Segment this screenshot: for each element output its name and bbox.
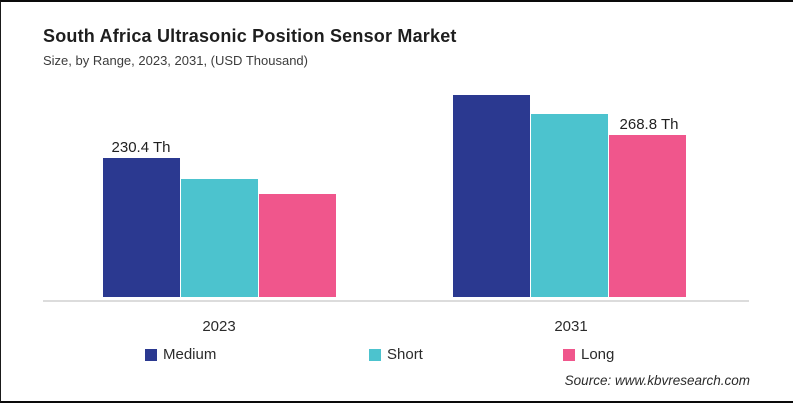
chart-subtitle: Size, by Range, 2023, 2031, (USD Thousan… [43,53,308,68]
data-label-2031-long: 268.8 Th [619,116,679,133]
legend-item-long: Long [563,346,614,363]
source-credit: Source: www.kbvresearch.com [564,373,750,388]
bar-group-2031 [453,95,686,297]
legend-swatch-medium-icon [145,348,157,361]
data-label-2023-medium: 230.4 Th [111,139,171,156]
bar-long-2031 [609,135,686,297]
chart-title: South Africa Ultrasonic Position Sensor … [43,26,457,46]
x-axis-line [43,300,749,302]
bar-group-2023 [103,158,336,297]
legend-item-short: Short [369,346,423,363]
legend-label-long: Long [581,346,615,363]
bar-short-2031 [531,114,608,297]
legend-label-short: Short [387,346,423,363]
x-tick-2031: 2031 [554,318,588,335]
legend-swatch-long-icon [563,348,575,361]
legend-label-medium: Medium [163,346,217,363]
bar-short-2023 [181,179,258,297]
bar-long-2023 [259,194,336,297]
legend-swatch-short-icon [369,348,381,361]
legend-item-medium: Medium [145,346,216,363]
bar-medium-2023 [103,158,180,297]
x-tick-2023: 2023 [202,318,236,335]
bar-medium-2031 [453,95,530,297]
